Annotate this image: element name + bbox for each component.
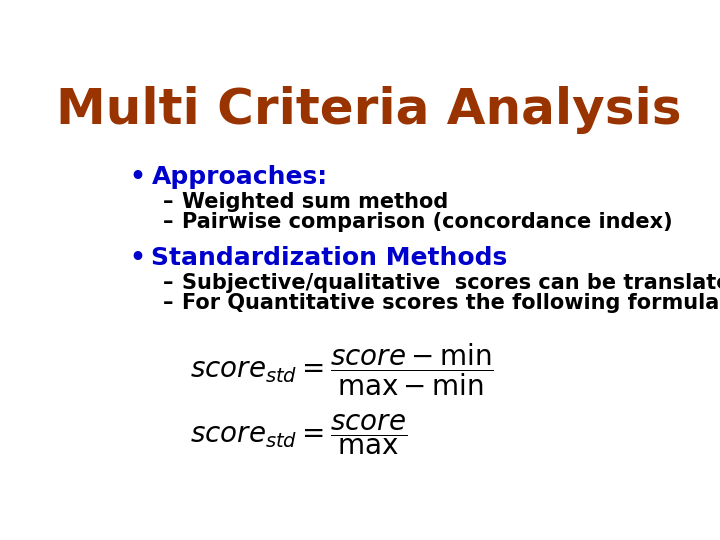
Text: –: –	[163, 192, 173, 212]
Text: $\mathit{score}_{\mathit{std}} = \dfrac{\mathit{score}}{\mathrm{max}}$: $\mathit{score}_{\mathit{std}} = \dfrac{…	[190, 412, 408, 457]
Text: •: •	[129, 165, 145, 188]
Text: Multi Criteria Analysis: Multi Criteria Analysis	[56, 85, 682, 133]
Text: Approaches:: Approaches:	[151, 165, 328, 188]
Text: •: •	[129, 246, 145, 269]
Text: Standardization Methods: Standardization Methods	[151, 246, 508, 269]
Text: Weighted sum method: Weighted sum method	[182, 192, 449, 212]
Text: $\mathit{score}_{\mathit{std}} = \dfrac{\mathit{score} - \mathrm{min}}{\mathrm{m: $\mathit{score}_{\mathit{std}} = \dfrac{…	[190, 341, 494, 398]
Text: For Quantitative scores the following formula can be applied:: For Quantitative scores the following fo…	[182, 294, 720, 314]
Text: –: –	[163, 294, 173, 314]
Text: –: –	[163, 212, 173, 232]
Text: –: –	[163, 273, 173, 293]
Text: Subjective/qualitative  scores can be translated into 1-10 scale: Subjective/qualitative scores can be tra…	[182, 273, 720, 293]
Text: Pairwise comparison (concordance index): Pairwise comparison (concordance index)	[182, 212, 672, 232]
